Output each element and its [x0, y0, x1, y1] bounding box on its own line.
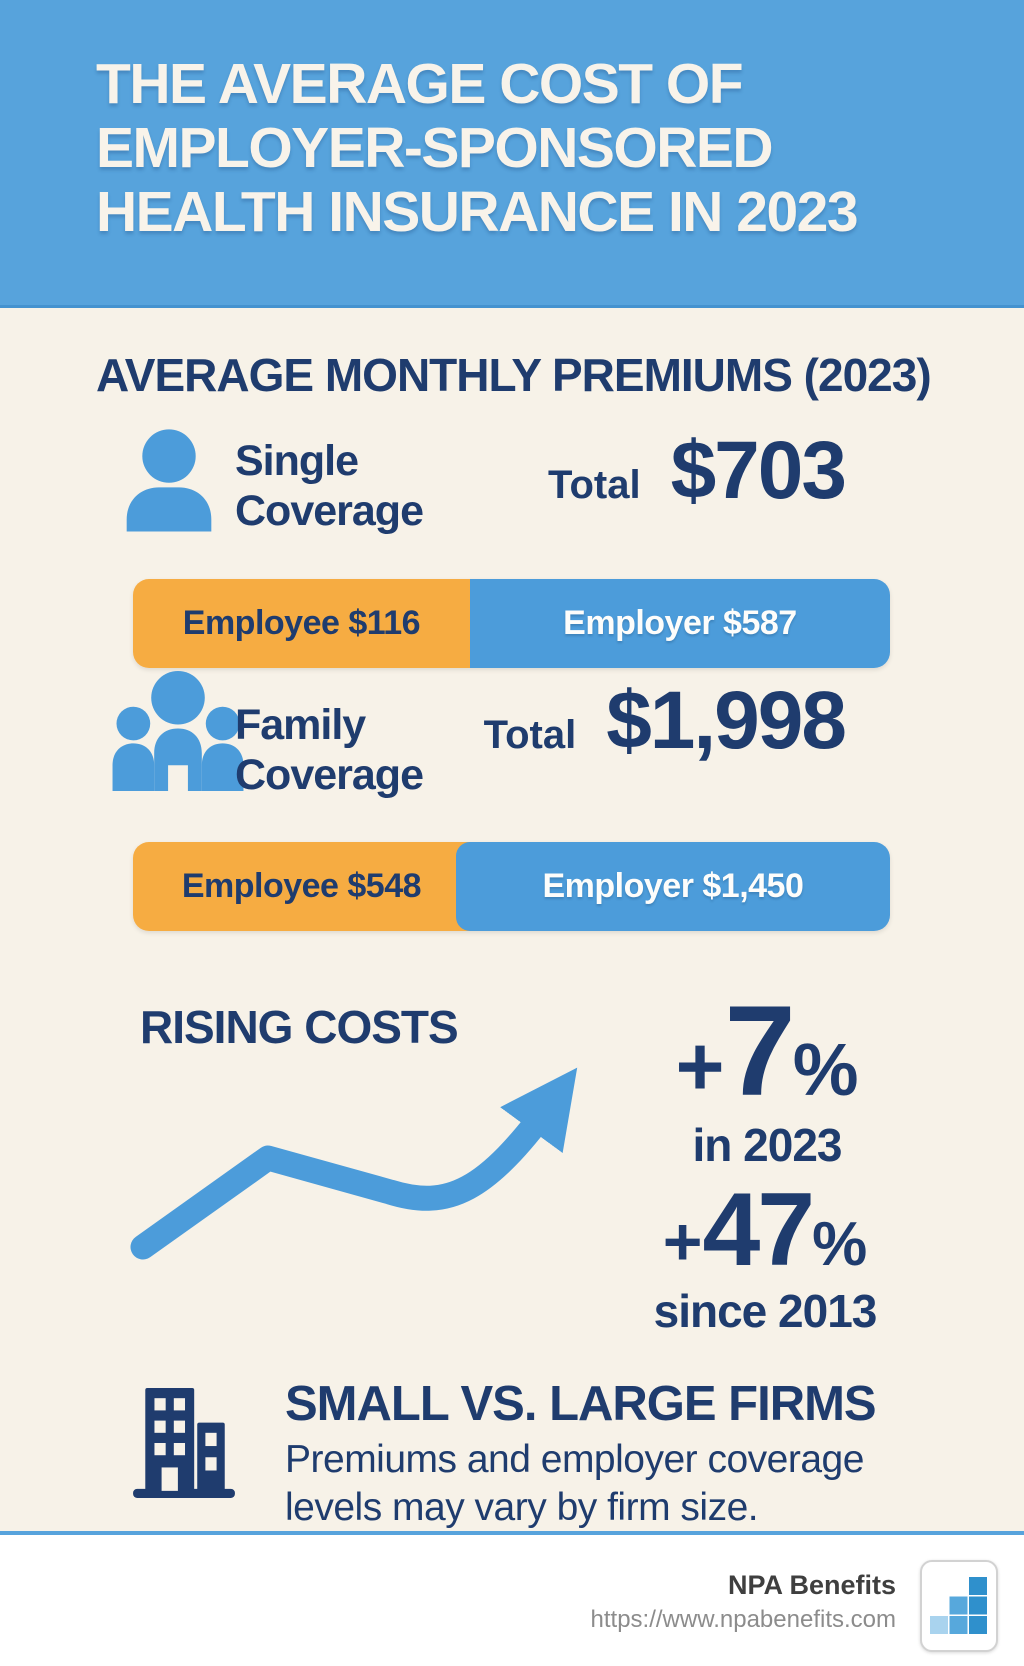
brand-name: NPA Benefits [727, 1570, 896, 1600]
family-icon [108, 668, 248, 797]
footer [0, 1535, 1024, 1666]
family-total-value: $1,998 [606, 675, 847, 766]
family-coverage-line2: Coverage [235, 751, 424, 800]
brand-url: https://www.npabenefits.com [590, 1606, 896, 1633]
single-total: Total $703 [548, 424, 847, 518]
stat-2023-value: +7% [612, 988, 922, 1116]
footer-divider [0, 1531, 1024, 1535]
family-coverage-line1: Family [235, 701, 366, 749]
single-coverage-line1: Single [235, 437, 359, 485]
family-coverage-label: Family Coverage [235, 700, 424, 801]
buildings-icon [133, 1388, 235, 1503]
family-premium-bar: Employee $548 Employer $1,450 [133, 842, 890, 931]
single-total-label: Total [548, 463, 641, 507]
family-employer-label: Employer $1,450 [542, 867, 804, 905]
family-employee-label: Employee $548 [181, 867, 422, 905]
premiums-section-heading: AVERAGE MONTHLY PREMIUMS (2023) [96, 349, 932, 401]
stat-2023-caption: in 2023 [692, 1119, 843, 1171]
brand-logo [920, 1560, 998, 1652]
firms-body-line2: levels may vary by firm size. [285, 1485, 759, 1529]
firms-body-line1: Premiums and employer coverage [285, 1438, 864, 1481]
single-employer-label: Employer $587 [563, 604, 797, 642]
plus-sign: + [662, 1204, 703, 1280]
stat-2013-value: +47% [608, 1178, 922, 1282]
family-total: Total $1,998 [483, 674, 847, 768]
single-total-value: $703 [670, 425, 847, 516]
family-employee-segment: Employee $548 [133, 842, 470, 931]
single-coverage-label: Single Coverage [235, 436, 424, 537]
single-employee-segment: Employee $116 [133, 579, 470, 668]
single-employer-segment: Employer $587 [469, 579, 890, 668]
firms-body: Premiums and employer coverage levels ma… [285, 1436, 864, 1531]
stat-2013-caption: since 2013 [653, 1285, 878, 1337]
firms-heading: SMALL VS. LARGE FIRMS [285, 1377, 877, 1431]
stat-2013: +47% since 2013 [608, 1178, 922, 1338]
title-line-3: HEALTH INSURANCE IN 2023 [96, 180, 859, 244]
person-icon [123, 424, 215, 541]
percent-sign: % [792, 1028, 859, 1111]
title-line-1: THE AVERAGE COST OF [96, 52, 744, 116]
family-total-label: Total [483, 713, 577, 757]
header-banner: THE AVERAGE COST OF EMPLOYER-SPONSORED H… [0, 0, 1024, 308]
stat-2023-number: 7 [724, 980, 796, 1123]
single-premium-bar: Employee $116 Employer $587 [133, 579, 890, 668]
family-employer-segment: Employer $1,450 [455, 842, 890, 931]
title-line-2: EMPLOYER-SPONSORED [96, 116, 774, 180]
stat-2023: +7% in 2023 [612, 988, 922, 1172]
single-coverage-line2: Coverage [235, 487, 424, 536]
single-employee-label: Employee $116 [182, 604, 421, 642]
page-title: THE AVERAGE COST OF EMPLOYER-SPONSORED H… [96, 52, 859, 244]
plus-sign: + [675, 1019, 725, 1113]
percent-sign: % [812, 1210, 868, 1279]
rising-costs-heading: RISING COSTS [140, 1001, 459, 1053]
bar-chart-logo-icon [930, 1577, 987, 1634]
trend-arrow-up-icon [128, 1040, 608, 1270]
stat-2013-number: 47 [702, 1172, 815, 1288]
